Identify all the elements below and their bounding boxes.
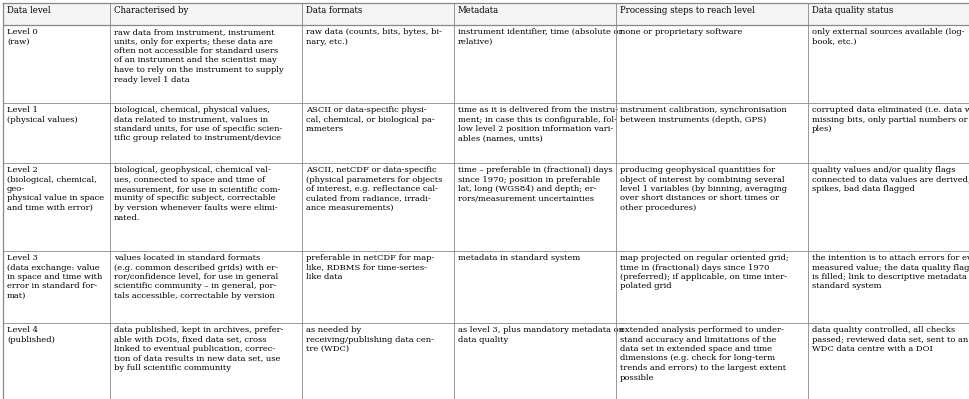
Text: only external sources available (log-
book, etc.): only external sources available (log- bo… [811, 28, 963, 45]
Text: the intention is to attach errors for every
measured value; the data quality fla: the intention is to attach errors for ev… [811, 254, 969, 290]
Text: as level 3, plus mandatory metadata on
data quality: as level 3, plus mandatory metadata on d… [457, 326, 623, 344]
Text: Level 0
(raw): Level 0 (raw) [7, 28, 38, 45]
Text: data published, kept in archives, prefer-
able with DOIs, fixed data set, cross
: data published, kept in archives, prefer… [114, 326, 283, 372]
Text: Level 3
(data exchange: value
in space and time with
error in standard for-
mat): Level 3 (data exchange: value in space a… [7, 254, 103, 300]
Text: Level 2
(biological, chemical,
geo-
physical value in space
and time with error): Level 2 (biological, chemical, geo- phys… [7, 166, 104, 212]
Text: instrument calibration, synchronisation
between instruments (depth, GPS): instrument calibration, synchronisation … [619, 106, 786, 124]
Text: ASCII, netCDF or data-specific
(physical parameters for objects
of interest, e.g: ASCII, netCDF or data-specific (physical… [305, 166, 442, 212]
Text: biological, chemical, physical values,
data related to instrument, values in
sta: biological, chemical, physical values, d… [114, 106, 282, 142]
Bar [615, 3, 807, 25]
Text: corrupted data eliminated (i.e. data with
missing bits, only partial numbers or : corrupted data eliminated (i.e. data wit… [811, 106, 969, 133]
Text: Level 1
(physical values): Level 1 (physical values) [7, 106, 78, 124]
Text: metadata in standard system: metadata in standard system [457, 254, 579, 262]
Bar [3, 3, 109, 25]
Text: values located in standard formats
(e.g. common described grids) with er-
ror/co: values located in standard formats (e.g.… [114, 254, 278, 300]
Text: Data quality status: Data quality status [811, 6, 892, 15]
Text: time as it is delivered from the instru-
ment; in case this is configurable, fol: time as it is delivered from the instru-… [457, 106, 617, 142]
Text: none or proprietary software: none or proprietary software [619, 28, 741, 36]
Bar [109, 3, 301, 25]
Text: as needed by
receiving/publishing data cen-
tre (WDC): as needed by receiving/publishing data c… [305, 326, 433, 353]
Text: Data level: Data level [7, 6, 50, 15]
Text: Data formats: Data formats [305, 6, 362, 15]
Text: data quality controlled, all checks
passed; reviewed data set, sent to an
WDC da: data quality controlled, all checks pass… [811, 326, 967, 353]
Text: producing geophysical quantities for
object of interest by combining several
lev: producing geophysical quantities for obj… [619, 166, 786, 212]
Text: preferable in netCDF for map-
like, RDBMS for time-series-
like data: preferable in netCDF for map- like, RDBM… [305, 254, 434, 281]
Text: map projected on regular oriented grid;
time in (fractional) days since 1970
(pr: map projected on regular oriented grid; … [619, 254, 788, 290]
Text: Processing steps to reach level: Processing steps to reach level [619, 6, 754, 15]
Text: extended analysis performed to under-
stand accuracy and limitations of the
data: extended analysis performed to under- st… [619, 326, 785, 381]
Text: Characterised by: Characterised by [114, 6, 188, 15]
Text: Level 4
(published): Level 4 (published) [7, 326, 55, 344]
Text: quality values and/or quality flags
connected to data values are derived;
spikes: quality values and/or quality flags conn… [811, 166, 969, 193]
Bar [453, 3, 615, 25]
Text: biological, geophysical, chemical val-
ues, connected to space and time of
measu: biological, geophysical, chemical val- u… [114, 166, 280, 221]
Text: Metadata: Metadata [457, 6, 499, 15]
Bar [807, 3, 969, 25]
Text: raw data (counts, bits, bytes, bi-
nary, etc.): raw data (counts, bits, bytes, bi- nary,… [305, 28, 442, 45]
Text: instrument identifier, time (absolute or
relative): instrument identifier, time (absolute or… [457, 28, 622, 45]
Text: time – preferable in (fractional) days
since 1970; position in preferable
lat, l: time – preferable in (fractional) days s… [457, 166, 612, 203]
Text: raw data from instrument, instrument
units, only for experts; these data are
oft: raw data from instrument, instrument uni… [114, 28, 284, 83]
Text: ASCII or data-specific physi-
cal, chemical, or biological pa-
rameters: ASCII or data-specific physi- cal, chemi… [305, 106, 434, 133]
Bar [301, 3, 453, 25]
